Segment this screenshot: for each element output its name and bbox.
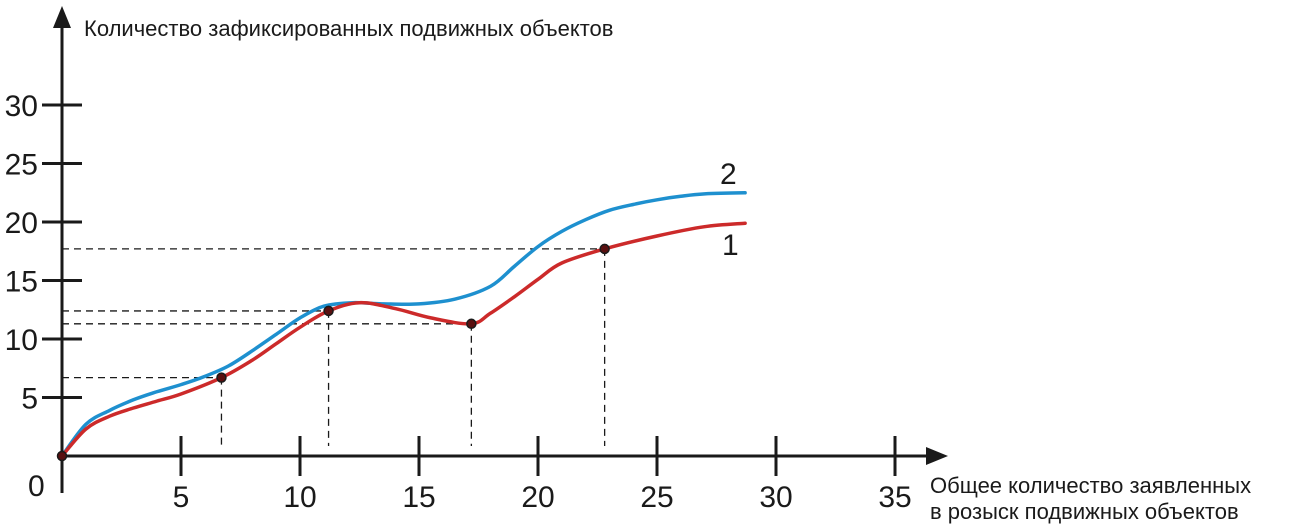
x-axis-title-line-2: в розыск подвижных объектов [930, 499, 1239, 524]
labels-group: Количество зафиксированных подвижных объ… [28, 16, 1251, 524]
series-line-2 [60, 191, 747, 458]
x-tick-label-20: 20 [521, 481, 554, 514]
x-axis-title-line-1: Общее количество заявленных [930, 473, 1251, 498]
y-tick-label-15: 15 [5, 266, 38, 299]
x-tick-label-5: 5 [173, 481, 190, 514]
x-tick-label-30: 30 [759, 481, 792, 514]
marked-point-3 [466, 318, 477, 330]
y-axis-arrow [53, 6, 71, 28]
y-tick-label-5: 5 [21, 383, 38, 416]
x-axis-arrow [926, 447, 948, 465]
y-tick-label-25: 25 [5, 149, 38, 182]
y-tick-label-20: 20 [5, 207, 38, 240]
series-label-2: 2 [720, 158, 737, 191]
x-tick-label-10: 10 [283, 481, 316, 514]
x-tick-label-15: 15 [402, 481, 435, 514]
series-line-1 [60, 221, 747, 458]
y-axis-title: Количество зафиксированных подвижных объ… [84, 16, 613, 41]
guide-lines-group [62, 248, 606, 446]
marked-point-0 [56, 450, 68, 462]
series-label-1: 1 [722, 229, 739, 262]
marked-point-4 [599, 243, 610, 255]
axes-group [53, 6, 948, 493]
points-group [56, 243, 610, 462]
y-tick-label-10: 10 [5, 324, 38, 357]
marked-point-1 [216, 372, 227, 383]
x-tick-label-25: 25 [640, 481, 673, 514]
x-tick-label-35: 35 [878, 481, 911, 514]
series-group [60, 191, 747, 458]
marked-point-2 [323, 305, 334, 317]
origin-label: 0 [28, 470, 45, 503]
y-tick-label-30: 30 [5, 90, 38, 123]
